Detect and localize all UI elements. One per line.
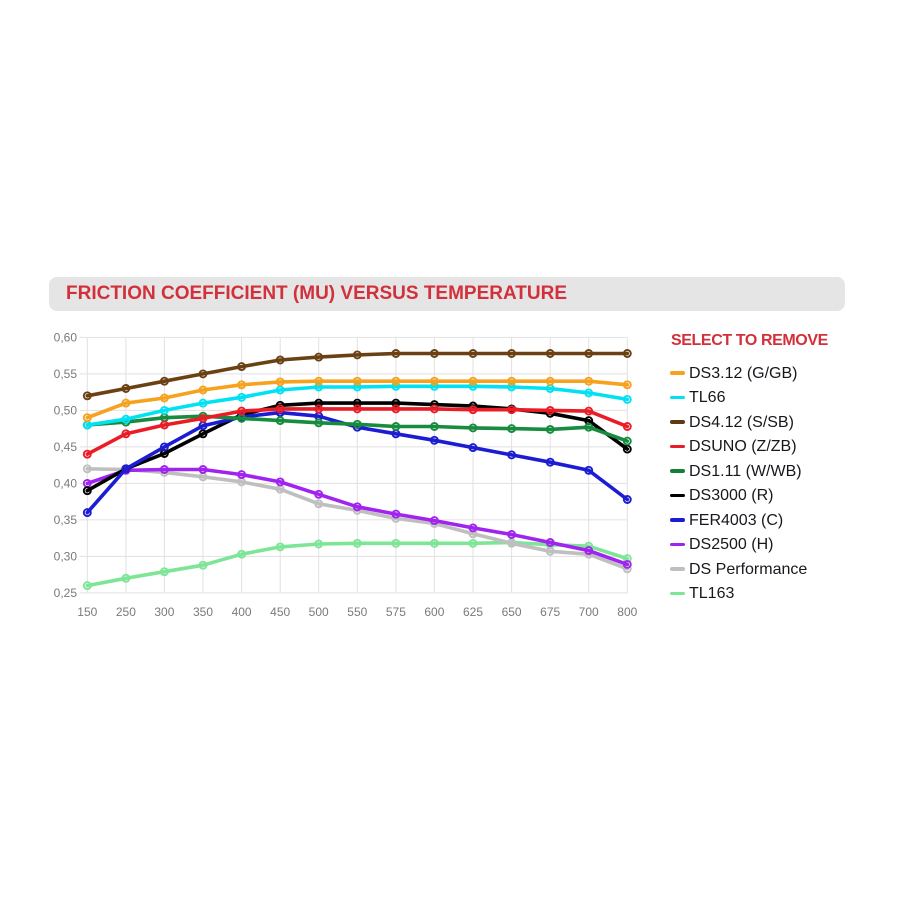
- svg-text:650: 650: [502, 605, 522, 619]
- svg-text:0,45: 0,45: [54, 440, 78, 454]
- svg-text:0,55: 0,55: [54, 367, 78, 381]
- svg-text:700: 700: [579, 605, 599, 619]
- svg-text:675: 675: [540, 605, 560, 619]
- svg-text:575: 575: [386, 605, 406, 619]
- svg-text:800: 800: [617, 605, 637, 619]
- svg-text:0,35: 0,35: [54, 513, 78, 527]
- svg-text:400: 400: [232, 605, 252, 619]
- svg-text:600: 600: [424, 605, 444, 619]
- svg-text:0,40: 0,40: [54, 477, 78, 491]
- svg-text:0,30: 0,30: [54, 550, 78, 564]
- svg-text:0,50: 0,50: [54, 404, 78, 418]
- svg-text:500: 500: [309, 605, 329, 619]
- svg-text:450: 450: [270, 605, 290, 619]
- svg-text:550: 550: [347, 605, 367, 619]
- svg-text:0,60: 0,60: [54, 331, 78, 345]
- svg-text:625: 625: [463, 605, 483, 619]
- svg-text:150: 150: [77, 605, 97, 619]
- svg-text:0,25: 0,25: [54, 586, 78, 600]
- svg-text:300: 300: [154, 605, 174, 619]
- svg-text:350: 350: [193, 605, 213, 619]
- svg-text:250: 250: [116, 605, 136, 619]
